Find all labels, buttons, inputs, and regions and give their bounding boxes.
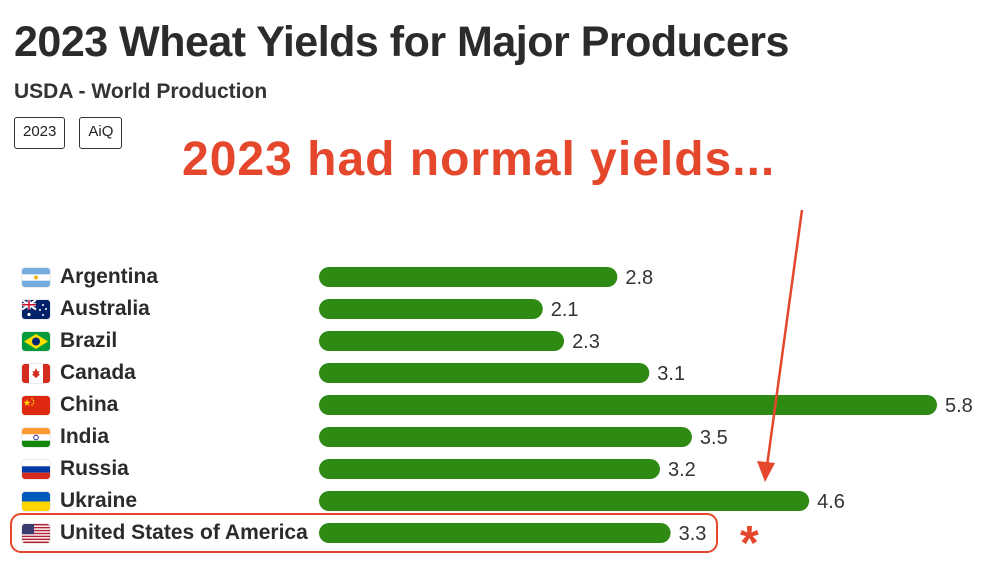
highlight-box [10,513,718,553]
category-text: United States of America [60,521,308,544]
category-label-argentina: Argentina [22,261,308,293]
tag-list: 2023 AiQ [14,117,123,149]
value-label-argentina: 2.8 [625,267,653,289]
bar-ukraine[interactable] [319,491,810,511]
value-label-canada: 3.1 [657,363,685,385]
argentina-flag-icon [22,267,50,287]
value-label-united-states-of-america: 3.3 [679,523,707,545]
value-label-ukraine: 4.6 [817,491,845,513]
value-label-russia: 3.2 [668,459,696,481]
category-label-brazil: Brazil [22,325,308,357]
usa-flag-icon [22,523,50,543]
category-text: Brazil [60,329,118,352]
category-label-australia: Australia [22,293,308,325]
chart-title: 2023 Wheat Yields for Major Producers [14,18,789,66]
category-label-united-states-of-america: United States of America [22,517,308,549]
brazil-flag-icon [22,331,50,351]
russia-flag-icon [22,459,50,479]
value-label-china: 5.8 [945,395,973,417]
category-text: China [60,393,119,416]
value-label-australia: 2.1 [551,299,579,321]
value-label-brazil: 2.3 [572,331,600,353]
category-text: Argentina [60,265,159,288]
canada-flag-icon [22,363,50,383]
bar-india[interactable] [319,427,692,447]
ukraine-flag-icon [22,491,50,511]
value-label-india: 3.5 [700,427,728,449]
category-text: Ukraine [60,489,138,512]
category-text: Russia [60,457,129,480]
india-flag-icon [22,427,50,447]
category-label-ukraine: Ukraine [22,485,308,517]
category-label-china: China [22,389,308,421]
category-label-russia: Russia [22,453,308,485]
australia-flag-icon [22,299,50,319]
bar-russia[interactable] [319,459,660,479]
category-text: India [60,425,110,448]
category-labels: Argentina Australia Brazil Canada China India… [22,261,308,549]
category-text: Canada [60,361,136,384]
annotation-arrow [757,209,804,482]
bar-united-states-of-america[interactable] [319,523,671,543]
china-flag-icon [22,395,50,415]
bar-argentina[interactable] [319,267,618,287]
tag-year[interactable]: 2023 [14,117,66,149]
asterisk-marker: * [740,517,759,569]
bar-china[interactable] [319,395,937,415]
tag-source[interactable]: AiQ [79,117,123,149]
bar-brazil[interactable] [319,331,565,351]
annotation-text: 2023 had normal yields... [182,133,776,186]
bar-canada[interactable] [319,363,650,383]
category-text: Australia [60,297,150,320]
category-label-india: India [22,421,308,453]
chart-subtitle: USDA - World Production [14,80,268,103]
bar-australia[interactable] [319,299,543,319]
category-label-canada: Canada [22,357,308,389]
